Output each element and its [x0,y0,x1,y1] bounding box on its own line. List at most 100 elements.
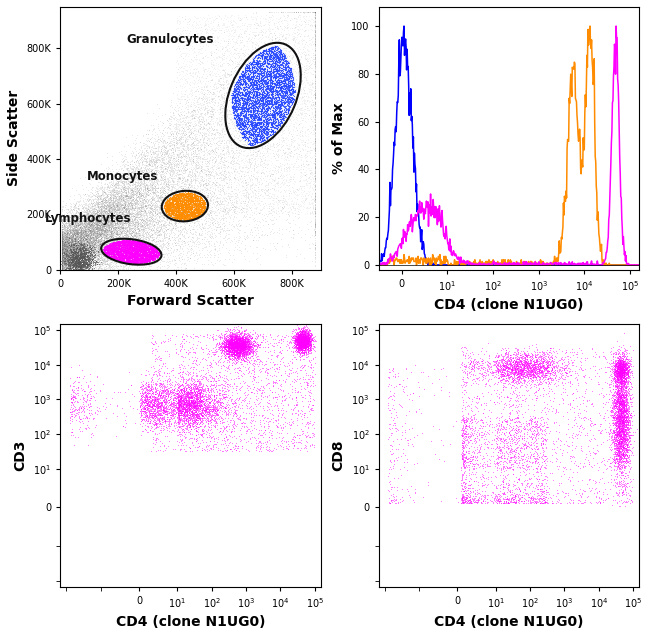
Point [493,389,504,399]
Point [614,411,625,422]
Point [268,73,279,83]
Point [465,435,475,445]
Point [161,179,172,189]
Point [274,173,284,183]
Point [272,51,283,61]
Point [76,254,86,265]
Point [175,392,185,402]
Point [59,212,70,223]
Point [75,218,85,228]
Point [621,373,631,384]
Point [265,106,276,116]
Point [108,215,118,225]
Point [551,496,562,506]
Point [520,365,530,375]
Point [227,202,237,212]
Point [310,39,320,49]
Point [185,393,196,403]
Point [152,202,162,212]
Point [616,429,626,439]
Point [237,331,247,341]
Point [187,358,197,368]
Point [274,92,284,102]
Point [174,149,184,160]
Point [207,104,217,114]
Point [144,214,154,224]
Point [81,242,92,252]
Point [257,108,268,118]
Point [566,347,576,357]
Point [525,415,536,425]
Point [111,232,121,242]
Point [303,331,313,341]
Point [536,368,547,378]
Point [536,379,547,389]
Point [222,22,232,32]
Point [275,67,285,78]
Point [193,398,203,408]
Point [74,263,85,273]
Point [300,113,310,123]
Point [85,219,96,230]
Point [156,423,166,433]
Point [229,331,240,342]
Point [151,156,161,167]
Point [216,333,227,343]
Point [211,159,222,169]
Point [517,349,527,359]
Point [244,74,255,84]
Point [174,200,184,211]
Point [245,139,255,149]
Point [150,401,161,411]
Point [241,36,252,46]
Point [612,368,623,378]
Point [618,431,628,441]
Point [202,406,212,417]
Point [63,242,73,252]
Point [279,104,289,114]
Point [101,223,111,233]
Point [138,258,149,268]
Point [266,88,277,99]
Point [263,219,273,229]
Point [140,387,150,398]
Point [107,180,117,190]
Point [621,404,631,414]
Point [127,218,137,228]
Point [57,240,68,250]
Point [75,265,85,275]
Point [112,254,123,264]
Point [87,215,98,225]
Point [237,207,248,217]
Point [57,265,67,275]
Point [200,389,210,399]
Point [226,344,236,354]
Point [292,332,302,342]
Point [153,174,163,184]
Point [67,242,77,252]
Point [133,178,144,188]
Point [299,339,309,349]
Point [618,368,628,378]
Point [68,218,78,228]
Point [157,404,168,415]
Point [148,345,159,355]
Point [144,396,154,406]
Point [83,252,93,262]
Point [69,228,79,238]
Point [542,357,552,367]
Point [235,344,245,354]
Point [294,324,304,335]
Point [616,439,627,449]
Point [138,235,149,245]
Point [463,496,473,506]
Point [107,251,117,261]
Point [73,385,83,395]
Point [277,150,287,160]
Point [70,263,80,273]
Point [144,179,155,190]
Point [75,263,86,273]
Point [70,235,80,245]
Point [84,256,95,266]
Point [71,252,81,262]
